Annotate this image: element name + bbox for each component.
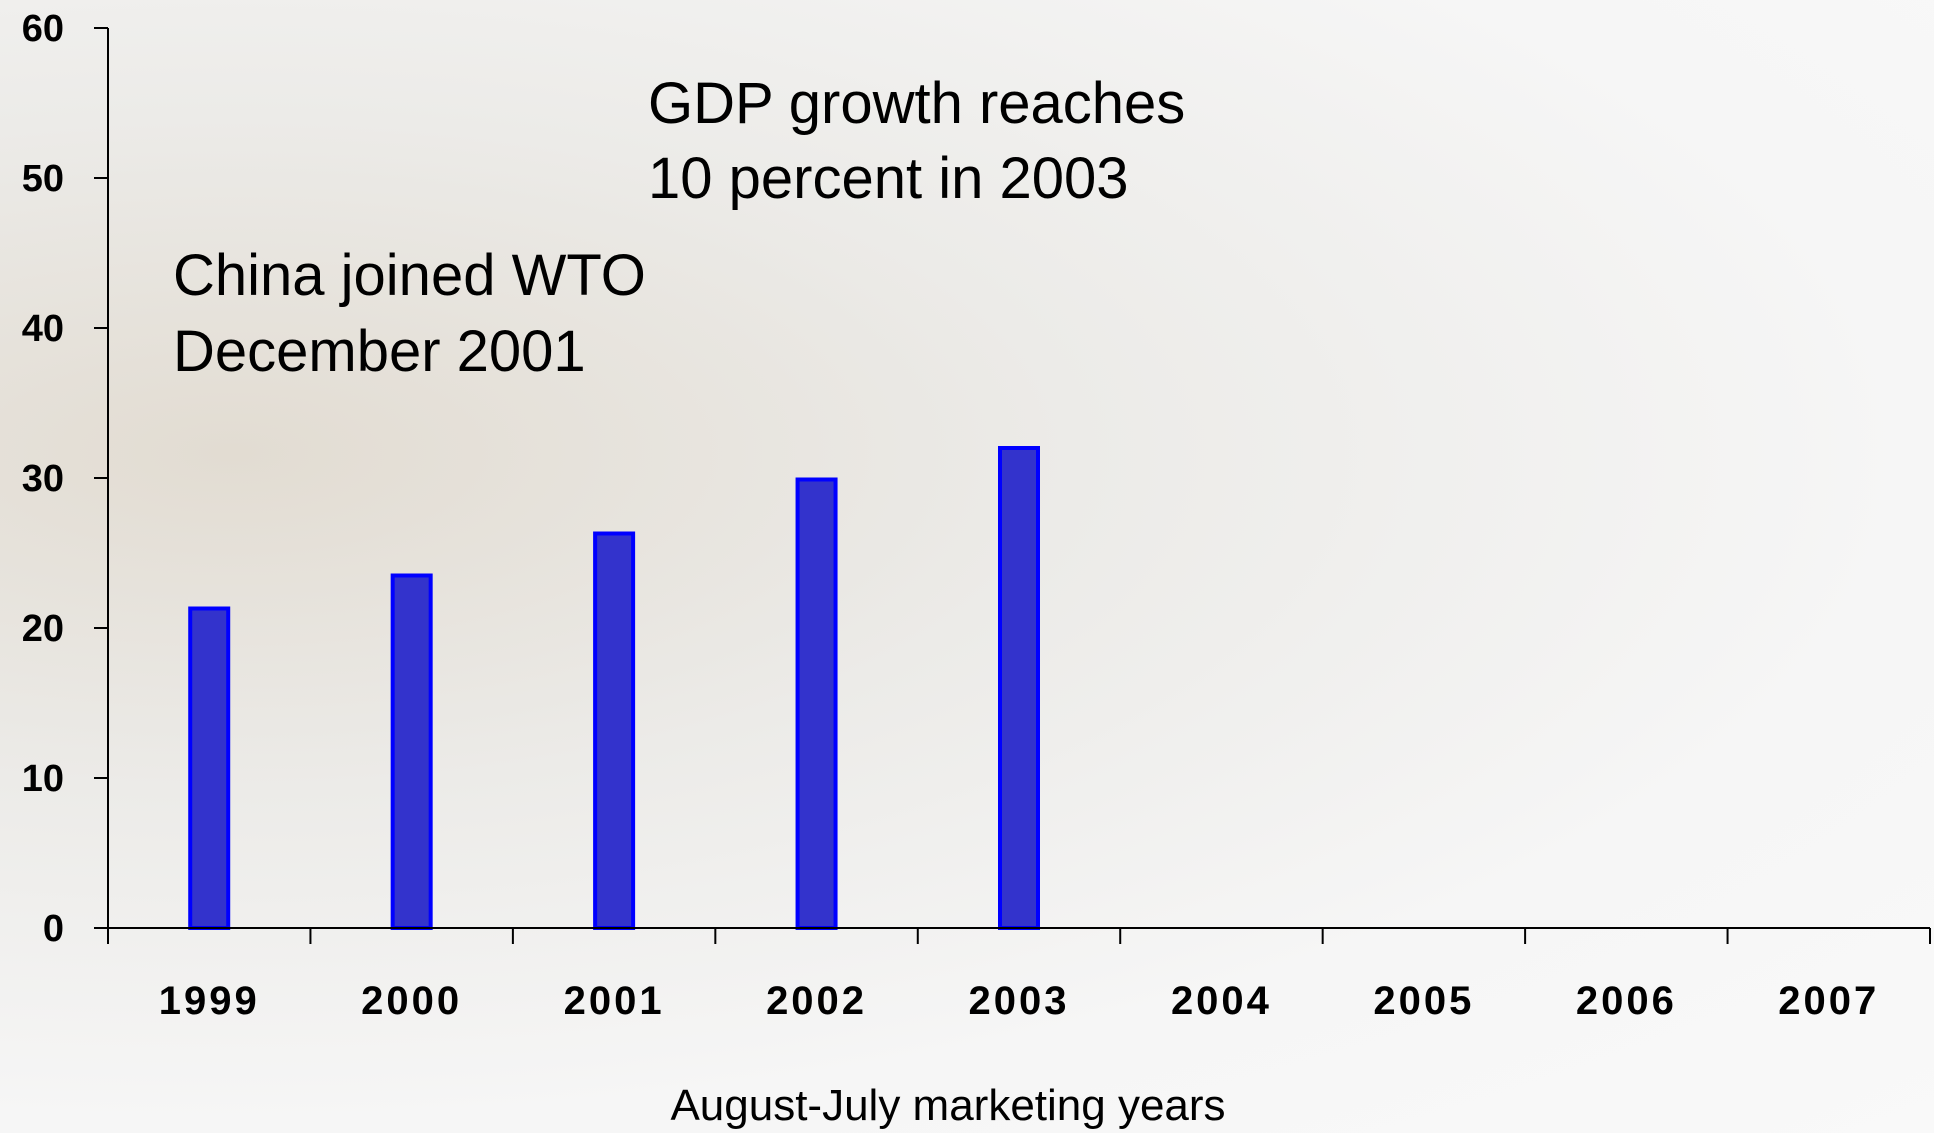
x-tick-label: 2007 [1778, 979, 1879, 1023]
y-tick-label: 60 [22, 8, 64, 50]
annotation-gdp-line-2: 10 percent in 2003 [648, 146, 1128, 211]
x-tick-label: 2005 [1373, 979, 1474, 1023]
x-tick-label: 1999 [159, 979, 260, 1023]
bar-2003 [998, 446, 1040, 930]
bar-2001 [593, 531, 636, 930]
x-tick-label: 2001 [564, 979, 665, 1023]
bar-2000 [390, 573, 433, 930]
x-tick-label: 2004 [1171, 979, 1272, 1023]
bars-layer [188, 446, 1040, 930]
x-tick-label: 2000 [361, 979, 462, 1023]
x-tick-label: 2002 [766, 979, 867, 1023]
bar-2002 [795, 477, 838, 930]
y-tick-label: 50 [22, 158, 64, 200]
annotation-gdp-line-1: GDP growth reaches [648, 71, 1185, 136]
annotation-wto-line-2: December 2001 [173, 319, 586, 384]
y-tick-label: 30 [22, 458, 64, 500]
x-tick-label: 2003 [969, 979, 1070, 1023]
x-ticks: 1999 2000 2001 2002 2003 2004 2005 2006 2007 [107, 928, 1931, 1023]
y-tick-label: 20 [22, 608, 64, 650]
y-tick-label: 10 [22, 758, 64, 800]
annotation-wto-line-1: China joined WTO [173, 243, 646, 308]
y-ticks: 0 10 20 30 40 50 60 [22, 8, 108, 950]
y-tick-label: 40 [22, 308, 64, 350]
y-tick-label: 0 [43, 908, 64, 950]
x-axis-title: August-July marketing years [670, 1081, 1225, 1130]
x-tick-label: 2006 [1576, 979, 1677, 1023]
bar-1999 [188, 606, 231, 930]
